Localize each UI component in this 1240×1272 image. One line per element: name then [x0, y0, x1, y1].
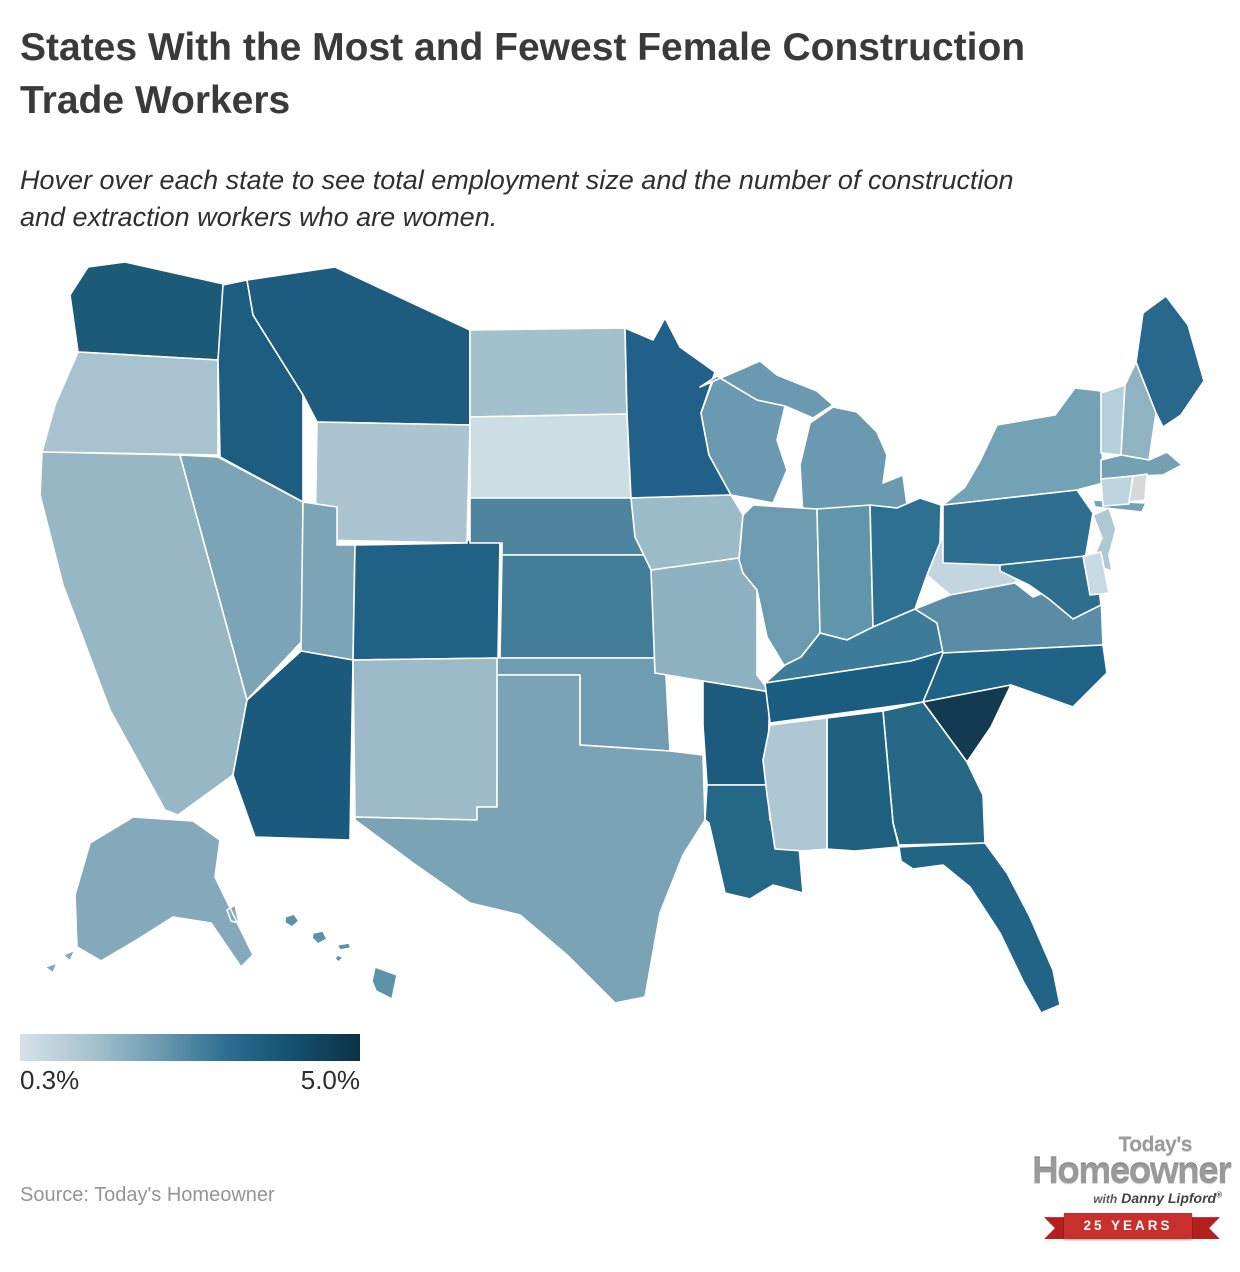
- state-rhode-island[interactable]: Rhode Island: [1128, 473, 1148, 503]
- state-wyoming[interactable]: Wyoming: [314, 421, 471, 544]
- ribbon-tail-right: [1186, 1217, 1220, 1240]
- logo-word-todays: Today's: [1118, 1133, 1193, 1156]
- legend-gradient-bar: [20, 1034, 360, 1061]
- state-maine[interactable]: Maine: [1135, 295, 1205, 428]
- logo-25-years-ribbon: 25 YEARS: [1032, 1211, 1226, 1241]
- us-choropleth-map: Washington Oregon California Nevada Idah…: [15, 255, 1225, 1030]
- state-arizona[interactable]: Arizona: [232, 650, 354, 841]
- state-arkansas[interactable]: Arkansas: [702, 680, 771, 786]
- state-south-dakota[interactable]: South Dakota: [469, 413, 632, 499]
- state-kansas[interactable]: Kansas: [499, 554, 666, 659]
- color-scale-legend: 0.3% 5.0%: [20, 1034, 360, 1096]
- state-alaska[interactable]: Alaska: [44, 816, 254, 974]
- page-title: States With the Most and Fewest Female C…: [20, 22, 1220, 127]
- page-subtitle-line2: and extraction workers who are women.: [20, 202, 498, 233]
- page-subtitle-line1: Hover over each state to see total emplo…: [20, 165, 1014, 195]
- registered-mark: ®: [1216, 1190, 1222, 1200]
- legend-labels: 0.3% 5.0%: [20, 1065, 360, 1096]
- state-texas[interactable]: Texas: [354, 674, 706, 1004]
- legend-min-label: 0.3%: [20, 1065, 80, 1095]
- state-iowa[interactable]: Iowa: [630, 494, 744, 571]
- logo-tagline-name: Danny Lipford: [1121, 1190, 1217, 1207]
- state-north-carolina[interactable]: North Carolina: [922, 644, 1108, 708]
- state-connecticut[interactable]: Connecticut: [1100, 475, 1134, 507]
- legend-max-label: 5.0%: [300, 1065, 360, 1095]
- state-indiana[interactable]: Indiana: [816, 504, 874, 641]
- state-colorado[interactable]: Colorado: [352, 539, 501, 661]
- ribbon-banner-text: 25 YEARS: [1064, 1213, 1192, 1240]
- logo-tagline-with: with: [1093, 1192, 1118, 1207]
- page-subtitle: Hover over each state to see total emplo…: [20, 162, 1210, 237]
- state-washington[interactable]: Washington: [69, 261, 229, 361]
- state-mississippi[interactable]: Mississippi: [762, 717, 828, 852]
- state-delaware[interactable]: Delaware: [1082, 551, 1110, 596]
- us-map: Washington Oregon California Nevada Idah…: [39, 261, 1205, 1014]
- state-north-dakota[interactable]: North Dakota: [469, 327, 628, 418]
- page-title-line2: Trade Workers: [20, 78, 291, 122]
- logo-tagline: with Danny Lipford®: [1032, 1191, 1226, 1205]
- state-florida[interactable]: Florida: [898, 842, 1061, 1014]
- todays-homeowner-logo: Today's Homeowner with Danny Lipford® 25 …: [1032, 1133, 1232, 1241]
- state-hawaii[interactable]: Hawaii: [284, 913, 398, 1000]
- state-oregon[interactable]: Oregon: [41, 351, 219, 456]
- page-title-line1: States With the Most and Fewest Female C…: [20, 26, 1026, 69]
- logo-word-homeowner: Homeowner: [1032, 1150, 1232, 1191]
- source-attribution: Source: Today's Homeowner: [20, 1184, 275, 1206]
- state-new-mexico[interactable]: New Mexico: [352, 657, 499, 821]
- state-new-hampshire[interactable]: New Hampshire: [1120, 361, 1157, 461]
